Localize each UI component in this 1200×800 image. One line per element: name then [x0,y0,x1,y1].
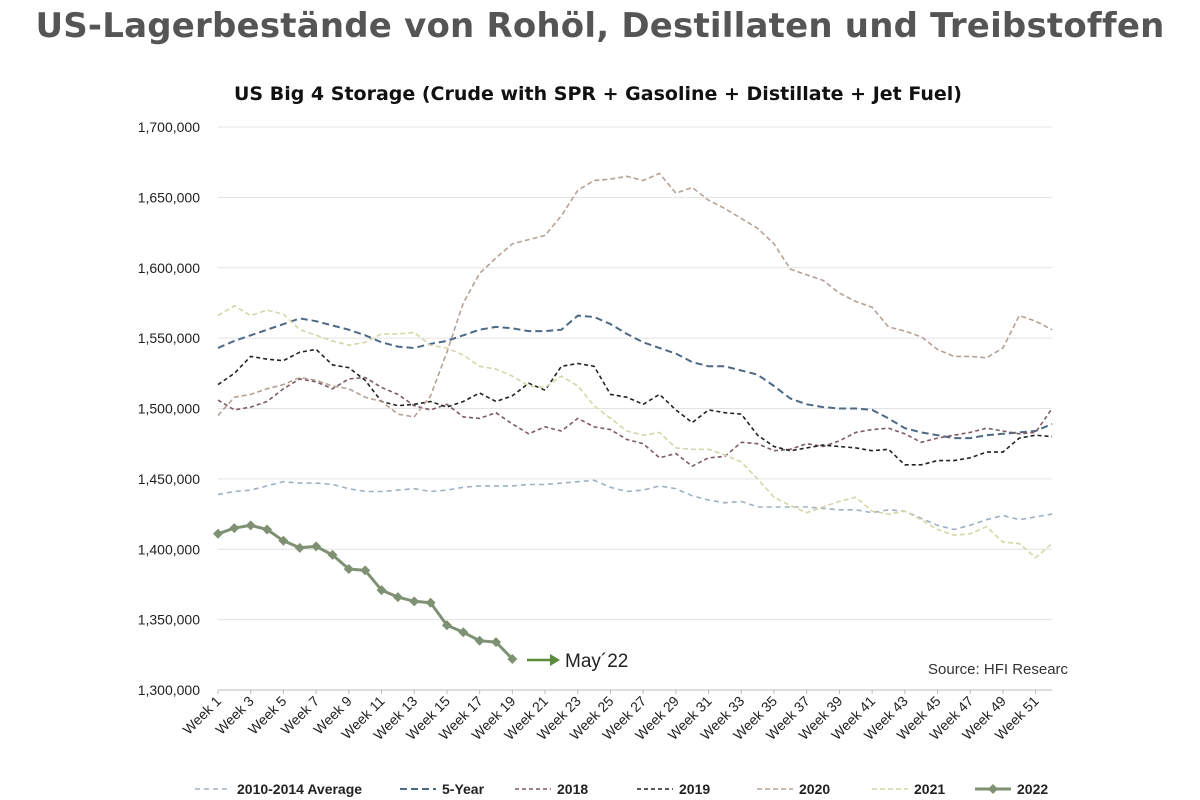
y-tick-label: 1,600,000 [138,260,200,276]
point-marker-2022 [360,565,371,576]
series-line-2022 [217,523,514,661]
chart-title: US Big 4 Storage (Crude with SPR + Gasol… [234,83,962,105]
legend-item-2018: 2018 [515,781,588,797]
y-tick-label: 1,700,000 [138,119,200,135]
legend-label: 2018 [557,781,588,797]
point-marker-2022 [474,635,485,646]
series-line-2018 [217,376,1053,468]
point-marker-2022 [343,563,354,574]
legend-item-2021: 2021 [872,781,945,797]
legend-item-2010-2014-average: 2010-2014 Average [195,781,362,797]
legend-label: 2019 [679,781,710,797]
y-tick-label: 1,450,000 [138,471,200,487]
series-line-5-year [217,314,1053,440]
point-marker-2022 [425,597,436,608]
point-marker-2022 [294,542,305,553]
point-marker-2022 [392,592,403,603]
legend-label: 2022 [1017,781,1048,797]
point-marker-2022 [229,523,240,534]
y-tick-label: 1,350,000 [138,612,200,628]
legend-item-5-year: 5-Year [400,781,485,797]
page-title: US-Lagerbestände von Rohöl, Destillaten … [35,6,1165,46]
point-marker-2022 [245,520,256,531]
legend-item-2022: 2022 [975,781,1048,797]
point-marker-2022 [213,528,223,539]
series-line-2020 [217,172,1053,418]
y-tick-label: 1,300,000 [138,682,200,698]
point-marker-2022 [507,654,518,665]
y-tick-label: 1,550,000 [138,330,200,346]
annotation-may22: May´22 [565,651,628,672]
y-tick-label: 1,500,000 [138,401,200,417]
legend: 2010-2014 Average 5-Year 2018 2019 2020 2021 2… [195,781,1048,797]
legend-label: 2021 [914,781,945,797]
annotations: May´22 Source: HFI Researc [527,651,1069,678]
point-marker-2022 [327,549,338,560]
y-tick-label: 1,400,000 [138,541,200,557]
point-marker-2022 [311,541,322,552]
legend-item-2019: 2019 [637,781,710,797]
legend-marker [988,784,998,794]
source-label: Source: HFI Researc [928,661,1069,678]
series-line-2010-2014-average [217,479,1053,531]
series-line-2021 [217,304,1053,559]
point-marker-2022 [409,596,420,607]
legend-item-2020: 2020 [757,781,830,797]
point-marker-2022 [278,535,289,546]
point-marker-2022 [458,627,469,638]
legend-label: 2010-2014 Average [237,781,362,797]
series-line-2019 [217,348,1053,466]
y-tick-label: 1,650,000 [138,189,200,205]
legend-label: 5-Year [442,781,485,797]
point-marker-2022 [262,524,273,535]
series-lines [213,172,1053,665]
point-marker-2022 [491,637,501,648]
gridlines [218,126,1052,621]
legend-label: 2020 [799,781,830,797]
point-marker-2022 [441,620,452,631]
point-marker-2022 [376,585,387,596]
annotation-arrow-head [550,654,560,666]
